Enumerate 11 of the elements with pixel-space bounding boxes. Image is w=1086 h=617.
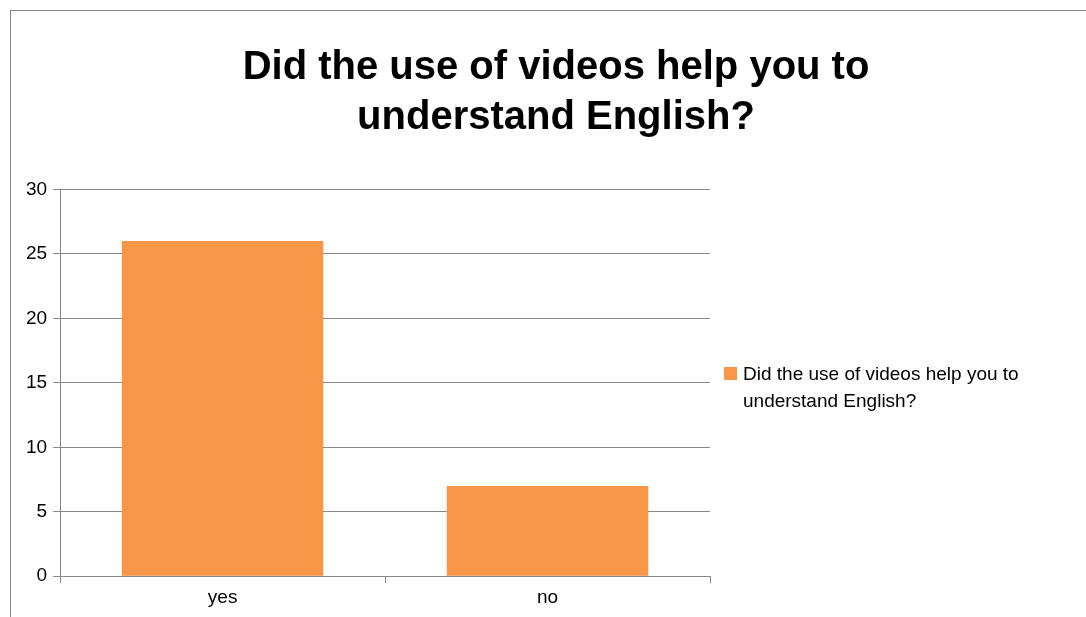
- legend-label: Did the use of videos help you to understand English?: [743, 362, 1020, 413]
- y-tick-label: 10: [25, 435, 48, 457]
- y-tick-label: 5: [36, 499, 48, 521]
- x-tick-label: no: [536, 585, 559, 607]
- y-tick-label: 15: [25, 371, 48, 393]
- y-tick-label: 25: [25, 242, 48, 264]
- x-tick-label: yes: [207, 585, 238, 607]
- chart-title: Did the use of videos help you to understand English?: [241, 42, 871, 139]
- y-tick-label: 20: [25, 306, 48, 328]
- y-tick-label: 30: [25, 177, 48, 199]
- y-tick-label: 0: [36, 564, 48, 586]
